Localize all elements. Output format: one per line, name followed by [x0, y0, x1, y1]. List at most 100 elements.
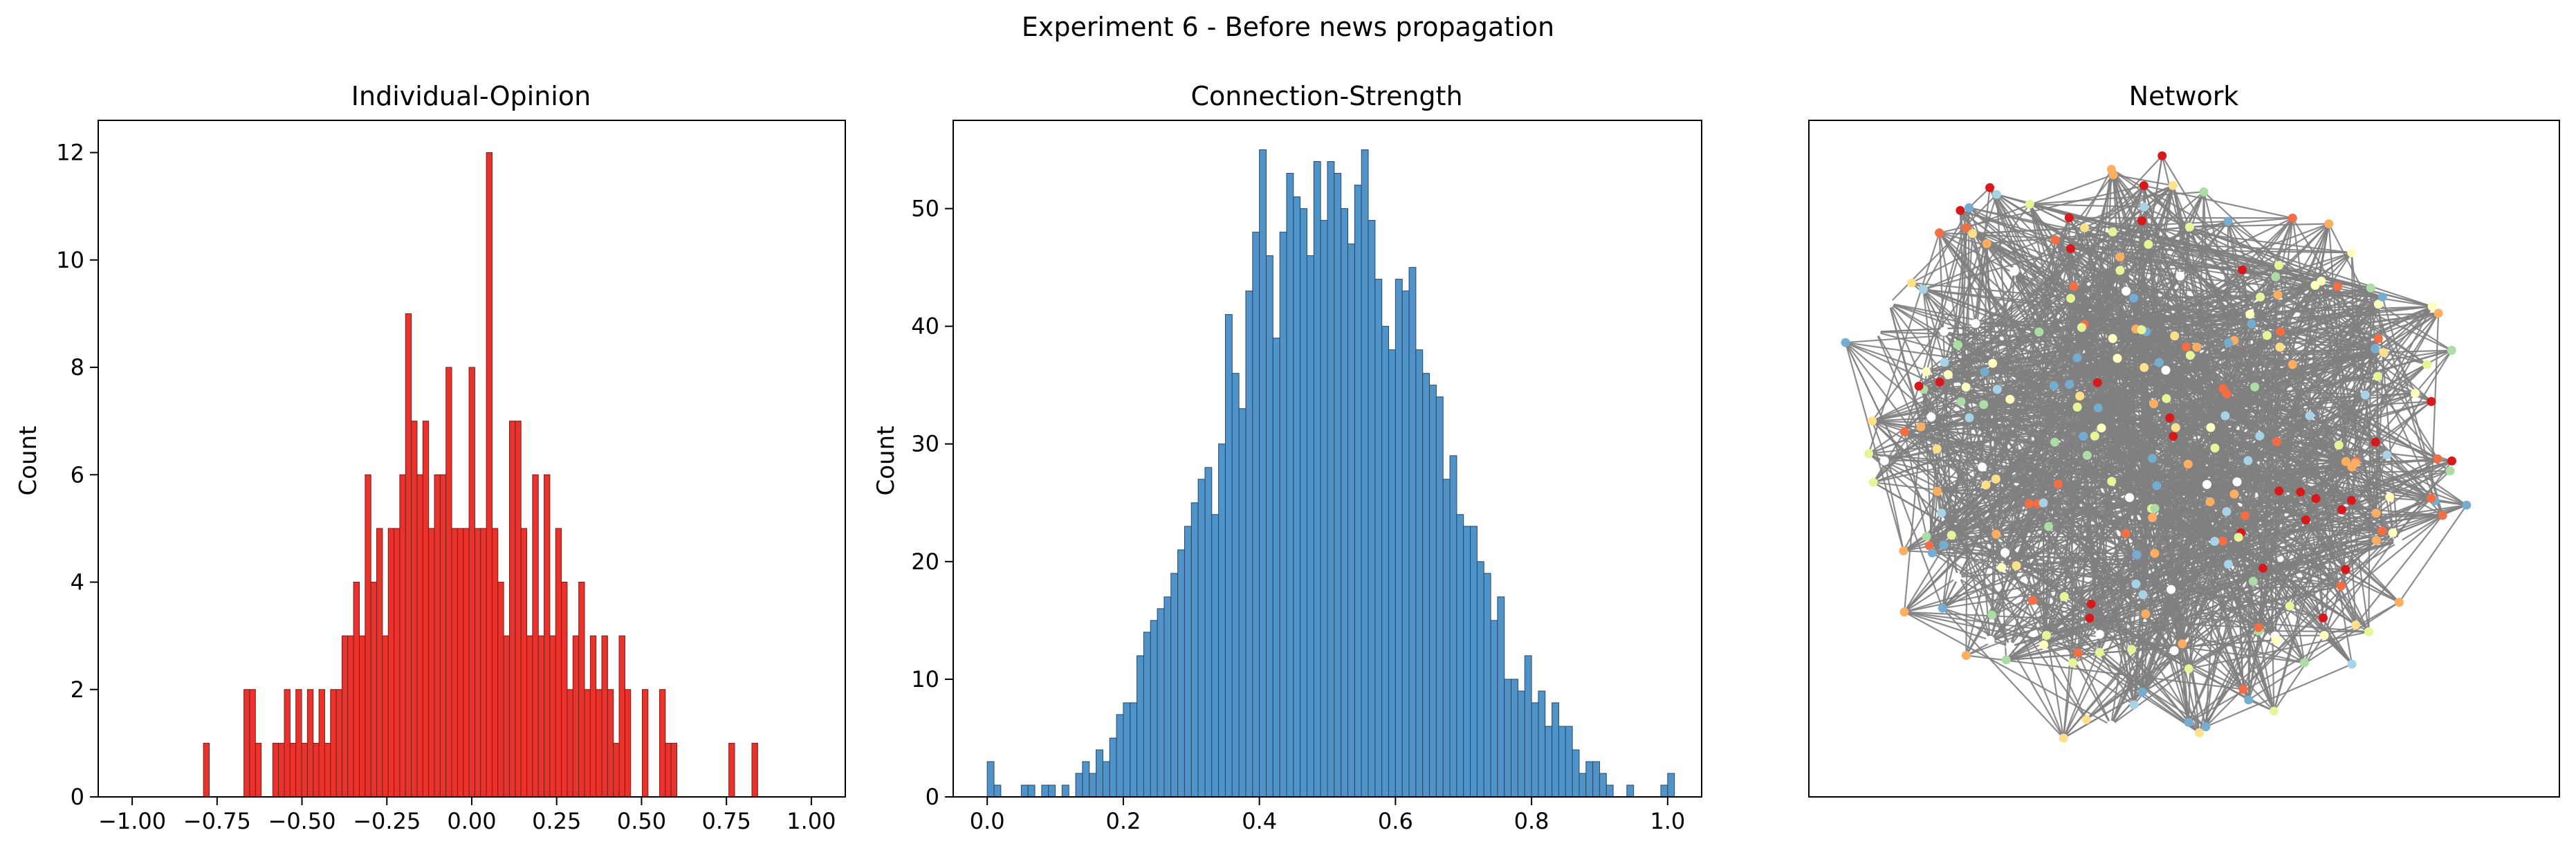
network-node — [2185, 351, 2195, 360]
opinion-x-tick-label: 0.75 — [702, 808, 751, 834]
connection-axes-frame — [953, 120, 1702, 798]
network-edge — [1937, 466, 2352, 493]
network-node — [2184, 717, 2193, 727]
connection-bar — [1483, 573, 1491, 798]
network-node — [2069, 282, 2079, 291]
network-edge — [1960, 228, 1967, 402]
network-node — [2115, 266, 2125, 275]
opinion-bar — [520, 528, 528, 798]
network-node — [2166, 585, 2176, 594]
opinion-bar — [313, 742, 320, 798]
network-node — [1965, 203, 1974, 212]
network-edge — [2341, 394, 2366, 510]
connection-bar — [1157, 608, 1165, 798]
network-edge — [2383, 351, 2427, 366]
opinion-bar — [584, 689, 591, 798]
network-node — [1924, 541, 1934, 551]
connection-bar — [986, 761, 995, 798]
connection-bar — [1401, 291, 1410, 798]
network-node — [2301, 515, 2310, 524]
connection-bar — [1545, 726, 1553, 798]
network-node — [2299, 658, 2309, 668]
network-edge — [2205, 564, 2229, 727]
opinion-bar — [382, 635, 389, 798]
network-node — [2238, 265, 2247, 275]
network-node — [2161, 365, 2171, 375]
connection-bar — [1579, 773, 1587, 798]
network-node — [2039, 498, 2048, 508]
opinion-bar — [508, 421, 516, 798]
network-node — [1926, 412, 1936, 422]
network-node — [1988, 358, 1998, 368]
network-node — [2324, 219, 2334, 228]
network-node — [2445, 466, 2455, 476]
opinion-bar — [399, 474, 406, 798]
network-node — [2347, 462, 2357, 472]
opinion-x-tick-label: −0.50 — [268, 808, 336, 834]
network-edge — [2036, 503, 2146, 615]
network-node — [2178, 639, 2187, 649]
network-edge — [2222, 540, 2275, 712]
network-edge — [1975, 305, 2433, 324]
network-node — [2373, 300, 2383, 309]
network-nodes — [1841, 151, 2472, 743]
opinion-bar — [394, 528, 401, 798]
network-node — [2411, 388, 2420, 398]
network-edge — [2209, 297, 2261, 428]
network-edge — [2055, 226, 2190, 241]
individual-opinion-histogram: Individual-Opinion Count −1.00 −0.75 −0.50… — [15, 81, 846, 834]
network-node — [2194, 728, 2204, 737]
network-node — [2131, 579, 2141, 589]
connection-bar — [1429, 385, 1437, 798]
network-node — [2273, 290, 2283, 300]
network-edge — [2375, 352, 2385, 513]
network-edge — [2258, 295, 2279, 632]
network-edge — [2181, 287, 2372, 645]
network-edge — [2119, 270, 2133, 650]
network-edge — [2180, 275, 2384, 353]
network-node — [2147, 454, 2157, 463]
network-node — [2201, 722, 2211, 732]
network-node — [1997, 562, 2007, 572]
connection-bar — [1565, 726, 1573, 798]
network-edge — [1926, 535, 2324, 619]
network-node — [2247, 319, 2256, 329]
network-node — [2150, 504, 2160, 513]
opinion-bar — [278, 742, 285, 798]
network-node — [2044, 522, 2053, 531]
chart-title-individual-opinion: Individual-Opinion — [351, 81, 591, 111]
network-edge — [2097, 351, 2384, 409]
opinion-bar — [607, 689, 614, 798]
network-node — [2447, 346, 2456, 355]
network-edge — [2144, 206, 2452, 351]
network-node — [2248, 576, 2258, 586]
connection-bar — [1599, 773, 1607, 798]
network-edge — [2320, 280, 2376, 349]
network-node — [2034, 327, 2044, 337]
network-node — [2271, 272, 2281, 282]
opinion-bar — [347, 635, 354, 798]
network-node — [2220, 411, 2230, 421]
connection-bar — [1667, 773, 1675, 798]
network-edge — [1941, 512, 2137, 585]
network-node — [2244, 695, 2254, 705]
opinion-bar — [353, 582, 360, 798]
opinion-bar — [659, 689, 666, 798]
opinion-bar — [324, 742, 331, 798]
network-node — [1932, 444, 1942, 454]
connection-bar — [1476, 561, 1484, 798]
connection-bar — [1463, 526, 1471, 798]
network-node — [2095, 629, 2104, 639]
network-node — [1884, 299, 1894, 309]
network-node — [2075, 392, 2085, 401]
network-edge — [2374, 306, 2433, 350]
network-node — [2122, 286, 2131, 296]
network-edge — [2110, 589, 2172, 726]
network-edge — [2187, 348, 2376, 465]
opinion-y-tick-label: 10 — [56, 247, 84, 273]
network-edge — [2043, 644, 2135, 706]
network-edge — [1904, 435, 2084, 613]
connection-bar — [1102, 761, 1110, 798]
network-edge — [1981, 243, 1988, 468]
network-edge — [2016, 564, 2189, 670]
